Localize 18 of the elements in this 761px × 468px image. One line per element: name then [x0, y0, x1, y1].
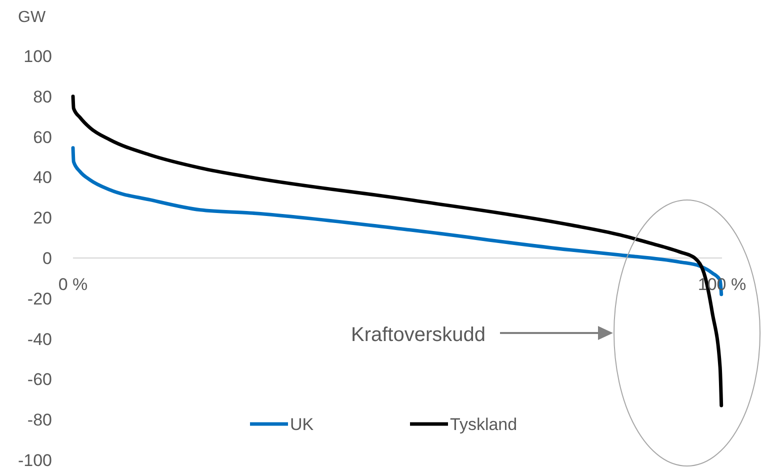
y-tick-label: -20 — [27, 289, 52, 308]
legend-label: UK — [290, 414, 314, 434]
y-tick-label: 40 — [33, 168, 52, 188]
x-tick-label: 0 % — [58, 275, 88, 294]
annotation: Kraftoverskudd — [351, 324, 486, 346]
y-tick-label: -60 — [27, 370, 52, 390]
line-series — [71, 94, 724, 408]
y-tick-label: 20 — [33, 208, 52, 228]
y-tick-label: -100 — [18, 450, 52, 468]
y-axis-title: GW — [18, 9, 46, 26]
y-tick-label: 60 — [33, 128, 52, 147]
y-tick-label: -80 — [27, 410, 52, 430]
y-tick-label: -40 — [27, 330, 52, 349]
line-series — [71, 146, 724, 296]
y-tick-label: 80 — [33, 87, 52, 106]
y-tick-label: 0 — [42, 248, 52, 268]
legend-label: Tyskland — [450, 414, 518, 434]
y-tick-label: 100 — [24, 46, 52, 66]
